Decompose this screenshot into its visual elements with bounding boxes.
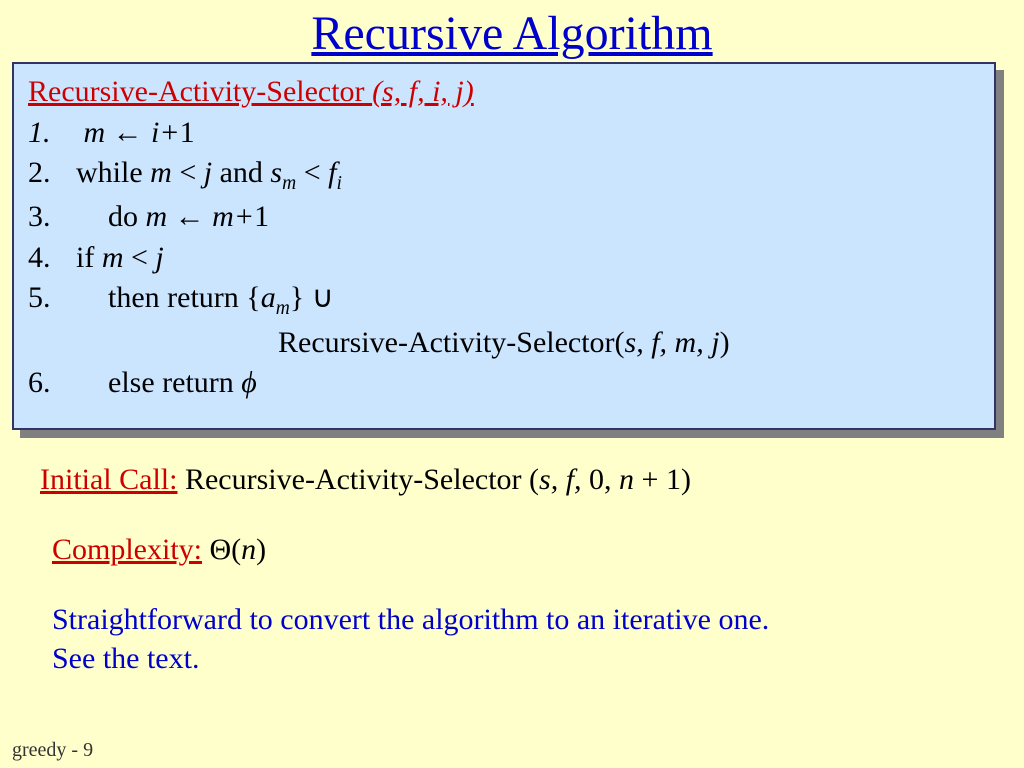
line-num: 3. (28, 197, 76, 238)
algo-name: Recursive-Activity-Selector (28, 75, 365, 108)
algorithm-box: Recursive-Activity-Selector (s, f, i, j)… (12, 62, 996, 430)
var-m: m (102, 241, 124, 274)
algo-line-2: 2.while m < j and sm < fi (28, 153, 980, 197)
var-m: m (84, 116, 106, 149)
expr: m+ (205, 200, 254, 233)
algo-line-4: 4.if m < j (28, 238, 980, 279)
phi-icon: ϕ (241, 366, 257, 399)
kw-then-return: then return (108, 281, 246, 314)
recursive-call: Recursive-Activity-Selector( (278, 326, 625, 359)
arrow-icon: ← (113, 116, 151, 149)
expr: i+ (151, 116, 180, 149)
var-s: s (270, 156, 282, 189)
line-num: 2. (28, 153, 76, 194)
arrow-icon: ← (175, 200, 205, 233)
kw-while: while (76, 156, 150, 189)
algo-line-5: 5. then return {am} ∪ (28, 278, 980, 322)
brace: } (290, 281, 312, 314)
op-lt: < (124, 241, 156, 274)
kw-and: and (212, 156, 270, 189)
args: s, f, (539, 463, 589, 496)
algo-header: Recursive-Activity-Selector (s, f, i, j) (28, 72, 980, 113)
slide-footer: greedy - 9 (12, 739, 93, 762)
sub-i: i (336, 173, 341, 194)
expr: + 1) (634, 463, 691, 496)
algo-line-3: 3. do m ← m+1 (28, 197, 980, 238)
const: 1 (180, 116, 195, 149)
kw-else-return: else return (108, 366, 241, 399)
var-n: n (241, 533, 256, 566)
initial-call-text: Recursive-Activity-Selector ( (177, 463, 539, 496)
op-lt: < (296, 156, 328, 189)
paren: ) (256, 533, 266, 566)
note-line-2: See the text. (52, 639, 972, 678)
sub-m: m (276, 298, 290, 319)
var-a: a (261, 281, 276, 314)
var-j: j (155, 241, 163, 274)
kw-if: if (76, 241, 102, 274)
op-lt: < (172, 156, 204, 189)
kw-do: do (108, 200, 146, 233)
union-icon: ∪ (312, 281, 334, 314)
complexity-label: Complexity: (52, 533, 202, 566)
slide-title: Recursive Algorithm (0, 0, 1024, 61)
brace: { (246, 281, 260, 314)
initial-call-label: Initial Call: (40, 463, 177, 496)
algo-args: (s, f, i, j) (372, 75, 474, 108)
sub-m: m (282, 173, 296, 194)
line-num: 5. (28, 278, 76, 319)
var-n: n (619, 463, 634, 496)
note-line-1: Straightforward to convert the algorithm… (52, 600, 972, 639)
algo-line-6: 6. else return ϕ (28, 363, 980, 404)
algo-line-5b: Recursive-Activity-Selector(s, f, m, j) (28, 323, 980, 364)
line-num: 4. (28, 238, 76, 279)
algo-line-1: 1. m ← i+1 (28, 113, 980, 154)
line-num: 6. (28, 363, 76, 404)
complexity-line: Complexity: Θ(n) (52, 530, 266, 569)
straightforward-note: Straightforward to convert the algorithm… (52, 600, 972, 678)
var-m: m (146, 200, 168, 233)
const: 1 (254, 200, 269, 233)
theta-icon: Θ( (202, 533, 241, 566)
comma: , (604, 463, 619, 496)
var-j: j (204, 156, 212, 189)
call-args: s, f, m, j (625, 326, 720, 359)
line-num: 1. (28, 113, 76, 154)
var-m: m (150, 156, 172, 189)
const: 0 (589, 463, 604, 496)
paren: ) (720, 326, 730, 359)
initial-call-line: Initial Call: Recursive-Activity-Selecto… (40, 460, 691, 499)
